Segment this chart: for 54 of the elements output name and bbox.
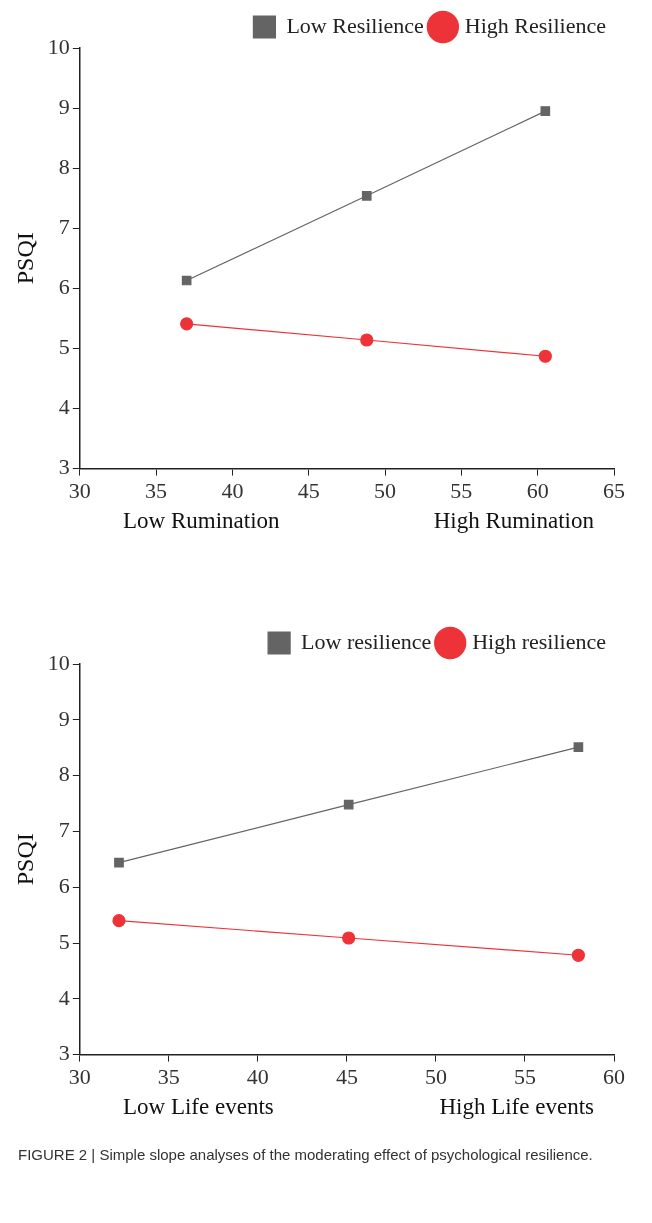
y-tick-label: 6 [58, 274, 70, 300]
y-tick-label: 9 [58, 93, 70, 119]
y-tick-label: 4 [58, 984, 70, 1010]
y-tick-label: 8 [58, 153, 70, 179]
y-tick-label: 3 [58, 1040, 70, 1066]
legend-label: High resilience [472, 628, 607, 654]
x-tick-label: 30 [68, 1063, 91, 1089]
point [112, 914, 126, 928]
y-tick-label: 7 [58, 214, 70, 240]
y-tick-label: 4 [58, 394, 70, 420]
x-tick-label: 60 [603, 1063, 625, 1089]
y-tick-label: 7 [58, 817, 70, 843]
point [361, 190, 372, 201]
y-tick-label: 3 [58, 454, 70, 480]
point [540, 106, 551, 116]
x-tick-label: 55 [513, 1063, 536, 1089]
x-tick-label: 35 [157, 1063, 180, 1089]
text: Low Life events [123, 1094, 274, 1120]
x-tick-label: 35 [145, 477, 168, 503]
y-axis-title: PSQI [11, 833, 38, 886]
point [571, 948, 585, 962]
y-tick-label: 5 [58, 928, 70, 954]
x-tick-label: 65 [603, 477, 625, 503]
x-tick-label: 30 [68, 477, 91, 503]
x-tick-label: 55 [450, 477, 473, 503]
text: High Life events [439, 1094, 594, 1120]
y-tick-label: 10 [47, 33, 70, 59]
y-tick-label: 5 [58, 334, 70, 360]
text: High Rumination [433, 508, 594, 534]
y-tick-label: 10 [47, 649, 70, 675]
legend-label: Low resilience [301, 628, 432, 654]
x-tick-label: 50 [374, 477, 397, 503]
legend-label: Low Resilience [286, 12, 424, 38]
point [343, 799, 354, 810]
x-tick-label: 40 [221, 477, 244, 503]
point [360, 333, 374, 347]
x-tick-label: 60 [526, 477, 549, 503]
point [538, 349, 552, 363]
y-tick-label: 8 [58, 761, 70, 787]
point [573, 742, 584, 752]
point [181, 275, 192, 286]
y-axis-title: PSQI [11, 232, 38, 285]
x-tick-label: 50 [424, 1063, 447, 1089]
x-tick-label: 45 [297, 477, 320, 503]
x-tick-label: 40 [246, 1063, 269, 1089]
legend-label: High Resilience [464, 12, 607, 38]
point [342, 931, 356, 945]
point [180, 317, 194, 331]
y-tick-label: 6 [58, 872, 70, 898]
text: Low Rumination [123, 508, 280, 534]
x-tick-label: 45 [335, 1063, 358, 1089]
y-tick-label: 9 [58, 705, 70, 731]
caption: FIGURE 2 | Simple slope analyses of the moderating effect of psychological resilience. [17, 1145, 594, 1165]
point [114, 857, 124, 868]
